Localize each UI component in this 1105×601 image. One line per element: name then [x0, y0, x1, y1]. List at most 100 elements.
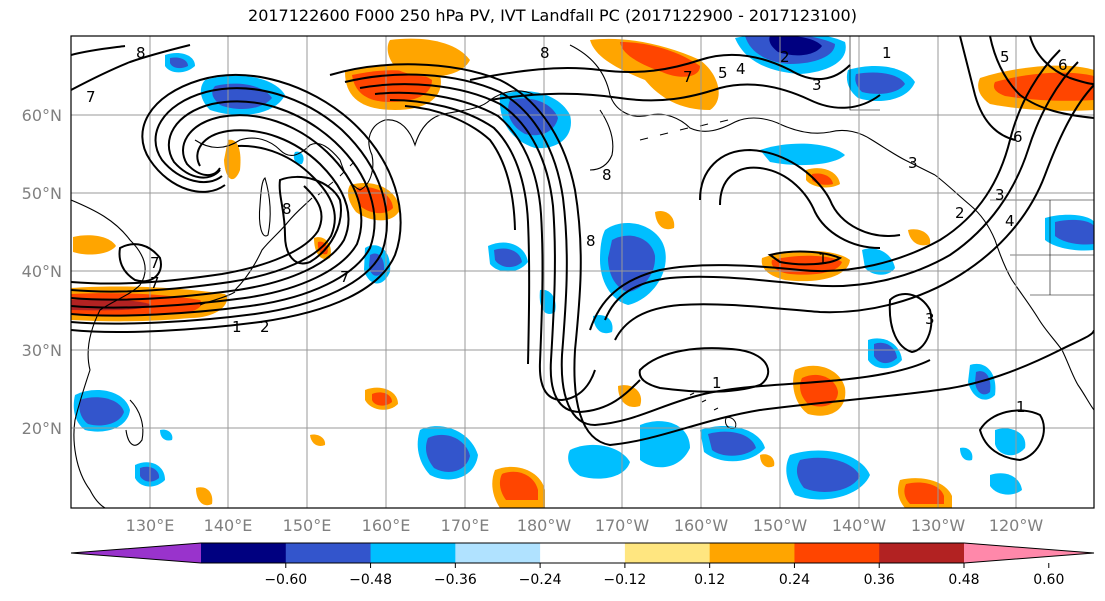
- contour-label: 1: [882, 44, 892, 62]
- coastline: [125, 399, 144, 446]
- shade-patch: [620, 42, 700, 77]
- contour-label: 4: [736, 60, 746, 78]
- pv-contour: [767, 250, 843, 266]
- contour-label: 8: [540, 44, 550, 62]
- shade-patch: [960, 447, 973, 461]
- shade-patch: [655, 210, 675, 230]
- longitude-axis: 130°E 140°E 150°E 160°E 170°E 180°W 170°…: [126, 516, 1044, 535]
- contour-label: 1: [818, 250, 828, 268]
- shade-patch: [372, 392, 392, 406]
- shade-patch: [356, 187, 393, 214]
- pv-contour: [71, 129, 350, 301]
- pv-contour: [71, 114, 363, 309]
- shade-patch: [369, 253, 385, 276]
- pv-contour: [638, 347, 770, 393]
- pv-contour: [469, 53, 851, 81]
- pv-contour: [71, 73, 402, 333]
- contour-label: 7: [150, 254, 160, 272]
- lat-tick-label: 40°N: [22, 262, 62, 281]
- contour-label: 6: [1013, 128, 1023, 146]
- pv-contour: [71, 87, 388, 325]
- shade-patch: [73, 235, 116, 255]
- pv-contour: [888, 293, 933, 354]
- shade-patch: [608, 235, 656, 292]
- coastline: [569, 44, 936, 176]
- colorbar-tick-label: 0.60: [1033, 572, 1064, 588]
- pv-contour: [71, 100, 376, 317]
- contour-label: 3: [908, 154, 918, 172]
- pv-contour: [589, 49, 1061, 331]
- pv-contour: [1029, 36, 1094, 85]
- pv-contour: [71, 144, 336, 293]
- contour-label: 5: [718, 64, 728, 82]
- shade-patch: [568, 444, 630, 479]
- pv-contour: [699, 148, 901, 237]
- pv-contour: [978, 409, 1045, 462]
- coastline: [934, 174, 1094, 411]
- contour-label: 7: [683, 68, 693, 86]
- colorbar-tick-label: −0.24: [519, 572, 562, 588]
- lat-tick-label: 30°N: [22, 341, 62, 360]
- contour-label: 2: [780, 48, 790, 66]
- contour-label: 8: [602, 166, 612, 184]
- pv-contour: [989, 36, 1094, 119]
- border-layer: [849, 36, 1094, 296]
- pv-contour: [278, 175, 342, 265]
- shade-patch: [990, 473, 1022, 495]
- pv-contour: [404, 105, 516, 231]
- shade-patch: [995, 428, 1026, 456]
- colorbar-tick-label: 0.24: [779, 572, 810, 588]
- pv-contour-layer: [71, 36, 1094, 462]
- contour-label: 7: [86, 88, 96, 106]
- map-panel: 8 7 7 7 8 1 2 8 8 8 7 7 1 5 4 3 2 3 6 1 …: [71, 36, 1094, 508]
- pv-contour: [118, 243, 162, 283]
- coastline: [689, 392, 737, 429]
- contour-label: 5: [1000, 48, 1010, 66]
- colorbar-tick-label: −0.48: [349, 572, 392, 588]
- pv-contour: [344, 73, 931, 427]
- shade-patch: [708, 431, 756, 456]
- contour-label: 7: [150, 274, 160, 292]
- colorbar-tick-label: 0.48: [948, 572, 979, 588]
- shade-patch: [796, 457, 860, 492]
- lon-tick-label: 170°W: [595, 516, 650, 535]
- pv-contour: [604, 61, 1079, 321]
- shade-patch: [874, 342, 897, 364]
- colorbar-segment: [624, 543, 711, 563]
- lon-tick-label: 170°E: [441, 516, 490, 535]
- shade-patch: [310, 434, 326, 446]
- pv-contour: [71, 45, 126, 56]
- lon-tick-label: 160°W: [674, 516, 729, 535]
- coastline: [234, 197, 313, 291]
- colorbar: −0.60 −0.48 −0.36 −0.24 −0.12 0.12 0.24 0.36 0.4…: [70, 542, 1095, 588]
- contour-label: 3: [925, 310, 935, 328]
- shade-patch: [160, 429, 173, 441]
- colorbar-tick-label: 0.36: [864, 572, 895, 588]
- pv-contour: [614, 84, 1094, 341]
- colorbar-tick-label: 0.12: [694, 572, 725, 588]
- pv-contour: [489, 83, 881, 109]
- colorbar-segment: [794, 543, 880, 563]
- coastline: [258, 177, 271, 237]
- lon-tick-label: 180°W: [517, 516, 572, 535]
- shade-patch: [975, 371, 991, 395]
- colorbar-segment: [285, 543, 372, 563]
- pv-contour: [719, 166, 881, 249]
- lon-tick-label: 150°E: [283, 516, 332, 535]
- shade-patch: [760, 454, 775, 468]
- shade-patch: [640, 421, 690, 468]
- latitude-axis: 60°N 50°N 40°N 30°N 20°N: [22, 106, 62, 438]
- contour-label: 3: [995, 186, 1005, 204]
- contour-label: 3: [812, 76, 822, 94]
- colorbar-tick-label: −0.36: [434, 572, 477, 588]
- contour-label: 6: [1058, 56, 1068, 74]
- shade-patch: [904, 482, 944, 504]
- contour-label: 1: [712, 374, 722, 392]
- shade-patch: [170, 57, 188, 69]
- lat-tick-label: 50°N: [22, 184, 62, 203]
- pv-contour: [359, 83, 641, 414]
- colorbar-segment: [370, 543, 456, 563]
- pv-contour: [389, 99, 531, 365]
- colorbar-extend-high: [964, 543, 1094, 563]
